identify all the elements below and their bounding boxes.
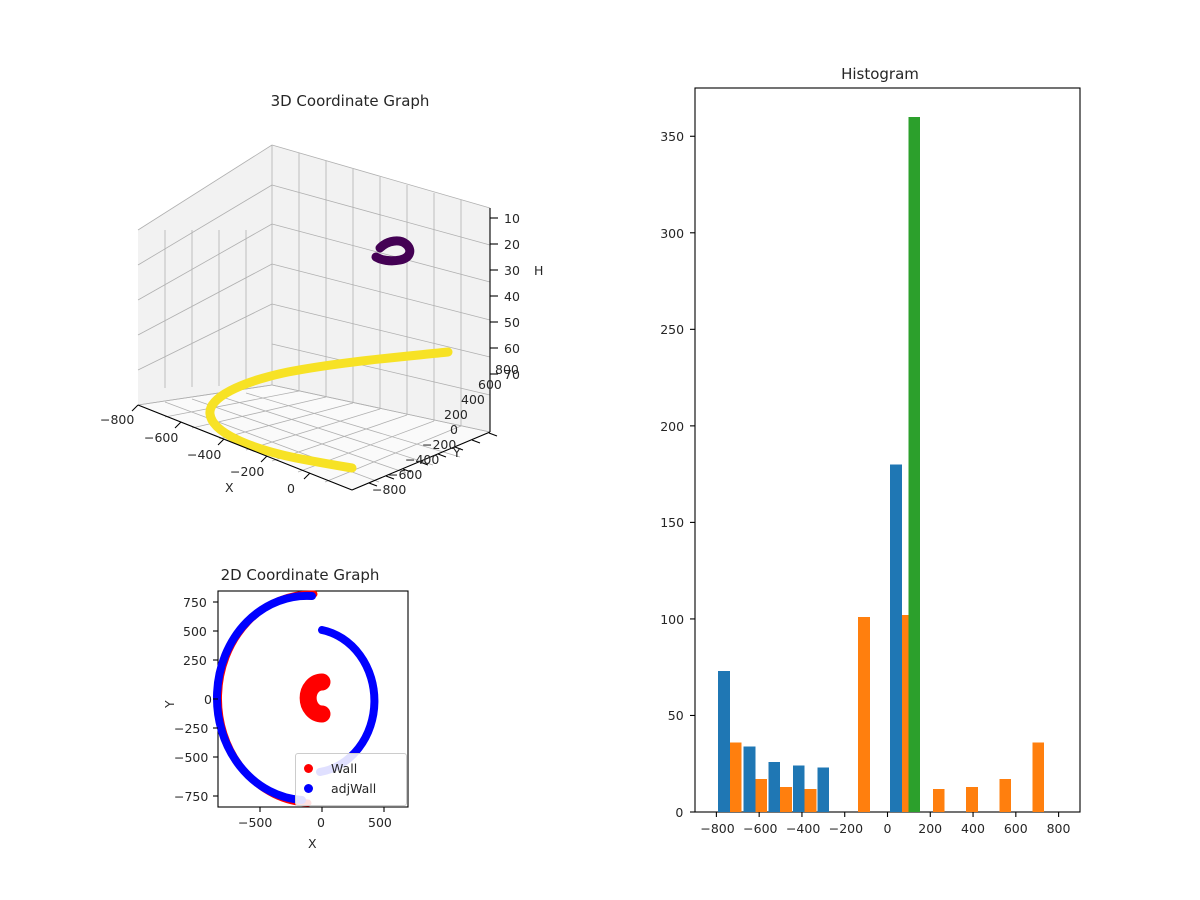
plot3d-x-tick-3: −200 <box>230 464 265 479</box>
histogram-canvas <box>690 87 1081 817</box>
plot3d-x-axis-label: X <box>225 480 234 495</box>
panel-2d-coordinate-graph: 2D Coordinate Graph 750 500 2 <box>150 560 470 860</box>
histogram-bar-blue-series--530 <box>768 761 781 812</box>
plot2d-canvas <box>212 590 409 812</box>
histogram-x-tick-4: 0 <box>883 821 892 836</box>
plot2d-y-tick-3: 0 <box>204 692 212 707</box>
histogram-x-tick-6: 400 <box>961 821 985 836</box>
histogram-bar-orange-series--110 <box>858 617 870 812</box>
plot3d-y-tick-5: 200 <box>444 407 468 422</box>
legend-adjwall-label: adjWall <box>331 781 377 796</box>
histogram-y-tick-2: 100 <box>660 611 685 627</box>
histogram-bar-orange-series--475 <box>780 786 792 812</box>
plot3d-y-tick-4: 0 <box>450 422 458 437</box>
plot3d-h-tick-3: 40 <box>504 289 520 304</box>
histogram-y-tick-1: 50 <box>667 708 684 724</box>
plot2d-x-tick-1: 0 <box>317 815 325 830</box>
histogram-y-tick-3: 150 <box>660 515 685 531</box>
histogram-x-tick-8: 800 <box>1046 821 1071 836</box>
histogram-title: Histogram <box>841 65 919 83</box>
histogram-bar-orange-series-95 <box>901 615 914 812</box>
histogram-x-tick-0: −800 <box>700 821 735 836</box>
histogram-bar-blue-series--645 <box>743 746 756 812</box>
panel-3d-coordinate-graph: 3D Coordinate Graph <box>100 80 600 520</box>
plot2d-wall-inner <box>299 673 331 723</box>
plot3d-h-tick-2: 30 <box>504 263 520 278</box>
histogram-bars <box>717 116 1045 812</box>
histogram-bar-orange-series-395 <box>966 786 978 812</box>
plot3d-y-tick-8: 800 <box>495 362 519 377</box>
plot3d-canvas <box>131 144 498 491</box>
legend-row-wall[interactable]: Wall <box>304 761 357 776</box>
plot3d-y-tick-0: −800 <box>372 482 407 497</box>
plot3d-y-axis-label: Y <box>453 445 461 460</box>
histogram-bar-orange-series-550 <box>999 779 1012 812</box>
plot3d-low-cluster <box>371 236 415 266</box>
plot2d-x-tick-2: 500 <box>368 815 392 830</box>
plot2d-x-axis-label: X <box>308 836 317 851</box>
legend-adjwall-marker-icon <box>304 784 313 793</box>
histogram-bar-orange-series-705 <box>1032 742 1045 812</box>
plot3d-high-arc <box>205 347 453 473</box>
histogram-bar-orange-series--710 <box>729 742 742 812</box>
histogram-y-tick-4: 200 <box>660 418 685 434</box>
plot2d-y-tick-2: −250 <box>174 721 209 736</box>
histogram-bar-blue-series--415 <box>792 765 805 812</box>
plot3d-y-tick-3: −200 <box>422 437 457 452</box>
histogram-y-tick-6: 300 <box>660 225 685 241</box>
histogram-bar-orange-series-240 <box>932 788 945 812</box>
legend-wall-label: Wall <box>331 761 358 776</box>
plot2d-adjwall-outer <box>212 591 316 804</box>
plot2d-y-tick-4: 250 <box>183 653 207 668</box>
plot2d-adjwall-inner <box>316 626 379 776</box>
plot3d-y-tick-6: 400 <box>461 392 485 407</box>
histogram-x-tick-7: 600 <box>1003 821 1028 836</box>
histogram-y-tick-5: 250 <box>660 322 685 338</box>
histogram-bar-green-series-125 <box>908 116 921 812</box>
histogram-x-tick-5: 200 <box>918 821 943 836</box>
plot2d-y-axis-label: Y <box>162 700 177 708</box>
histogram-x-tick-3: −200 <box>828 821 864 836</box>
panel-histogram: Histogram 0 50 100 150 200 250 300 350 −800 −600… <box>660 60 1100 850</box>
plot2d-legend[interactable]: Wall adjWall <box>295 753 407 806</box>
plot3d-y-tick-2: −400 <box>405 452 440 467</box>
plot2d-y-tick-0: −750 <box>174 789 209 804</box>
plot3d-x-tick-1: −600 <box>144 430 179 445</box>
plot3d-h-tick-0: 10 <box>504 211 520 226</box>
plot3d-h-axis-label: H <box>534 263 544 278</box>
plot3d-h-tick-5: 60 <box>504 341 520 356</box>
plot2d-y-tick-6: 750 <box>183 595 207 610</box>
legend-row-adjwall[interactable]: adjWall <box>304 781 376 796</box>
plot2d-y-tick-1: −500 <box>174 750 209 765</box>
histogram-bar-blue-series-40 <box>890 464 902 812</box>
plot3d-x-tick-0: −800 <box>100 412 135 427</box>
histogram-bar-orange-series--590 <box>755 779 768 812</box>
histogram-bar-orange-series--360 <box>804 788 817 812</box>
plot3d-x-tick-4: 0 <box>287 481 295 496</box>
plot2d-y-tick-5: 500 <box>183 624 207 639</box>
histogram-bar-blue-series--300 <box>817 767 830 812</box>
histogram-y-tick-0: 0 <box>675 805 684 820</box>
plot3d-h-tick-6: 70 <box>504 367 520 382</box>
histogram-x-tick-1: −600 <box>743 821 778 836</box>
plot3d-title: 3D Coordinate Graph <box>270 92 430 110</box>
plot3d-x-tick-2: −400 <box>187 447 222 462</box>
plot3d-y-tick-7: 600 <box>478 377 502 392</box>
plot3d-y-tick-1: −600 <box>388 467 423 482</box>
plot3d-h-tick-4: 50 <box>504 315 520 330</box>
plot2d-title: 2D Coordinate Graph <box>220 566 380 584</box>
plot3d-h-tick-1: 20 <box>504 237 520 252</box>
histogram-bar-blue-series--765 <box>717 671 730 812</box>
histogram-y-tick-7: 350 <box>660 129 685 145</box>
histogram-x-tick-2: −400 <box>785 821 821 836</box>
plot2d-x-tick-0: −500 <box>238 815 273 830</box>
legend-wall-marker-icon <box>304 764 313 773</box>
